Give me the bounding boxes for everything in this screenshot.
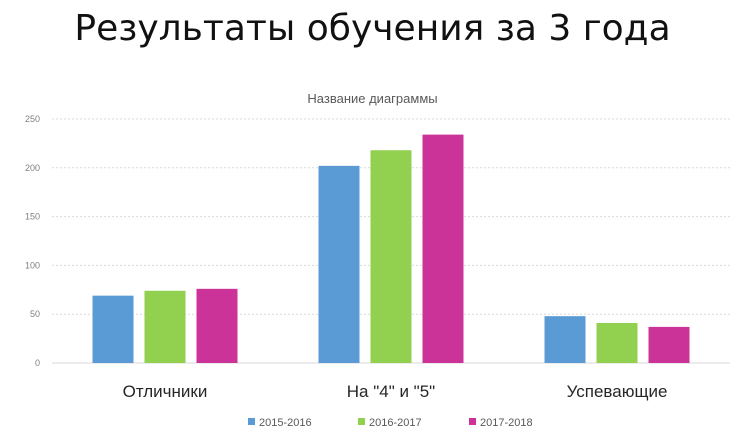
y-tick-label: 0	[35, 358, 40, 368]
y-tick-label: 100	[25, 260, 40, 270]
chart-title: Название диаграммы	[307, 91, 438, 106]
legend-swatch	[248, 418, 255, 425]
legend-swatch	[358, 418, 365, 425]
bar	[648, 326, 690, 363]
category-label: На "4" и "5"	[347, 382, 435, 401]
bar	[422, 134, 464, 363]
legend-label: 2015-2016	[259, 417, 312, 429]
category-label: Успевающие	[567, 382, 668, 401]
y-tick-label: 200	[25, 163, 40, 173]
y-tick-label: 250	[25, 114, 40, 124]
bar	[318, 165, 360, 363]
bar	[596, 322, 638, 363]
bars	[92, 134, 690, 363]
legend: 2015-2016 2016-2017 2017-2018	[248, 417, 533, 429]
legend-label: 2016-2017	[369, 417, 422, 429]
y-tick-label: 50	[30, 309, 40, 319]
bar	[144, 290, 186, 363]
legend-swatch	[469, 418, 476, 425]
legend-label: 2017-2018	[480, 417, 533, 429]
y-tick-label: 150	[25, 212, 40, 222]
slide-title: Результаты обучения за 3 года	[74, 8, 671, 49]
bar	[92, 295, 134, 363]
bar	[370, 150, 412, 363]
y-axis-ticks: 0 50 100 150 200 250	[25, 114, 40, 368]
bar	[196, 288, 238, 363]
x-axis-categories: Отличники На "4" и "5" Успевающие	[123, 382, 668, 401]
bar	[544, 316, 586, 363]
category-label: Отличники	[123, 382, 208, 401]
